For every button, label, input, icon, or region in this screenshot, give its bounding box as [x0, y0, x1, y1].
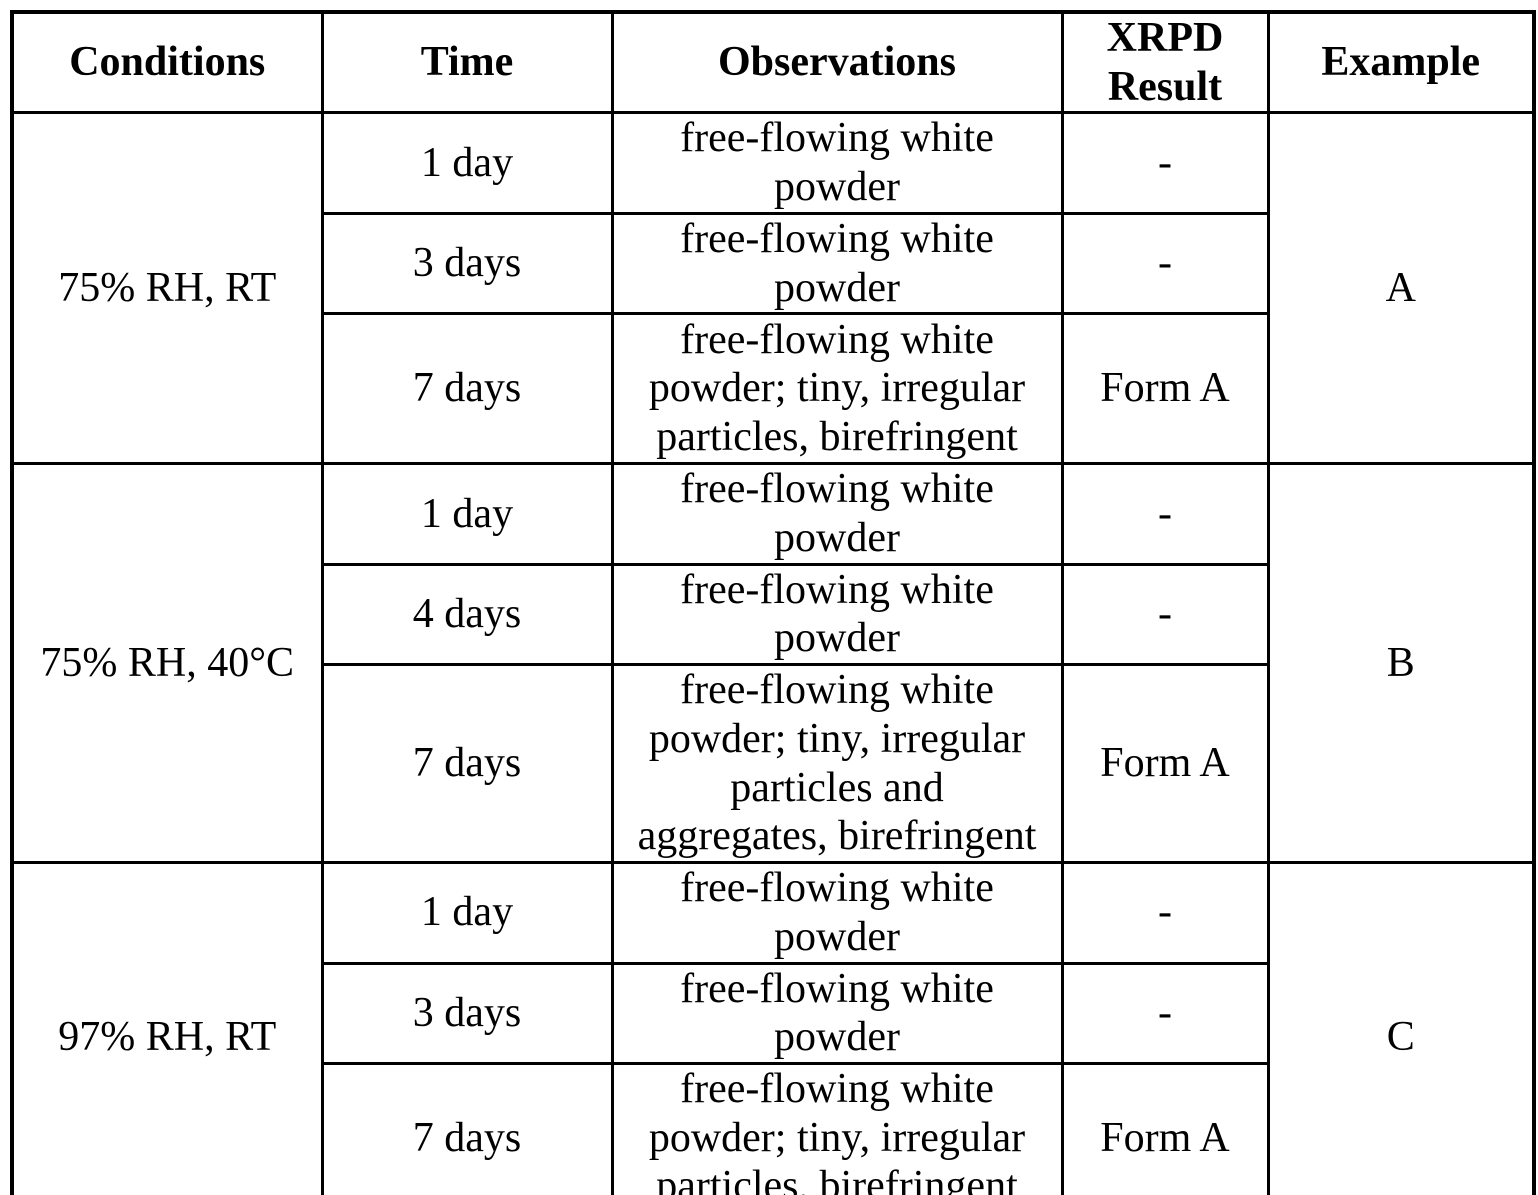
example-cell-group-b: B [1266, 462, 1536, 865]
xrpd-result-cell: Form A [1060, 312, 1270, 466]
observations-cell: free-flowing white powder [610, 861, 1064, 965]
table-row: 3 days free-flowing white powder - [12, 961, 1534, 1065]
observations-text: free-flowing white powder [680, 566, 994, 662]
example-cell-group-a: A [1266, 111, 1536, 466]
xrpd-result-cell: - [1060, 211, 1270, 316]
observations-text: free-flowing white powder; tiny, irregul… [637, 667, 1037, 860]
table-row: 75% RH, 40°C 1 day free-flowing white po… [10, 462, 1536, 865]
observations-text: free-flowing white powder [680, 965, 994, 1061]
conditions-cell-group-c: 97% RH, RT [10, 861, 324, 1195]
observations-cell: free-flowing white powder [610, 562, 1064, 667]
column-header-time: Time [320, 10, 614, 115]
example-cell-group-c: C [1266, 861, 1536, 1195]
column-header-observations: Observations [610, 10, 1064, 115]
table-row: 75% RH, RT 1 day free-flowing white powd… [10, 111, 1536, 466]
time-cell: 7 days [320, 663, 614, 865]
table-row: 3 days free-flowing white powder - [12, 211, 1534, 316]
observations-cell: free-flowing white powder; tiny, irregul… [610, 1061, 1064, 1195]
xrpd-result-cell: Form A [1060, 663, 1270, 865]
conditions-cell-group-a: 75% RH, RT [10, 111, 324, 466]
table-row: 7 days free-flowing white powder; tiny, … [12, 312, 1534, 466]
observations-cell: free-flowing white powder [610, 462, 1064, 566]
table-row: 7 days free-flowing white powder; tiny, … [12, 1061, 1534, 1195]
observations-cell: free-flowing white powder [610, 961, 1064, 1065]
observations-text: free-flowing white powder; tiny, irregul… [648, 1065, 1026, 1195]
observations-text: free-flowing white powder [680, 115, 994, 211]
observations-cell: free-flowing white powder [610, 211, 1064, 316]
stability-study-table: Conditions Time Observations XRPD Result… [10, 10, 1536, 1195]
time-cell: 1 day [320, 462, 614, 566]
xrpd-result-cell: - [1060, 462, 1270, 566]
header-row: Conditions Time Observations XRPD Result… [10, 10, 1536, 115]
observations-cell: free-flowing white powder; tiny, irregul… [610, 312, 1064, 466]
column-header-example: Example [1266, 10, 1536, 115]
time-cell: 1 day [320, 861, 614, 965]
observations-text: free-flowing white powder [680, 865, 994, 960]
observations-cell: free-flowing white powder; tiny, irregul… [610, 663, 1064, 865]
xrpd-result-cell: Form A [1060, 1061, 1270, 1195]
table-row: 7 days free-flowing white powder; tiny, … [12, 663, 1534, 865]
time-cell: 7 days [320, 312, 614, 466]
table-row: 4 days free-flowing white powder - [12, 562, 1534, 667]
time-cell: 1 day [320, 111, 614, 215]
time-cell: 7 days [320, 1061, 614, 1195]
column-header-xrpd-result: XRPD Result [1060, 10, 1270, 115]
time-cell: 4 days [320, 562, 614, 667]
xrpd-result-cell: - [1060, 562, 1270, 667]
observations-text: free-flowing white powder [680, 466, 994, 562]
xrpd-result-cell: - [1060, 961, 1270, 1065]
xrpd-result-cell: - [1060, 861, 1270, 965]
table-row: 97% RH, RT 1 day free-flowing white powd… [10, 861, 1536, 1195]
observations-text: free-flowing white powder; tiny, irregul… [648, 316, 1026, 461]
conditions-cell-group-b: 75% RH, 40°C [10, 462, 324, 865]
time-cell: 3 days [320, 961, 614, 1065]
observations-cell: free-flowing white powder [610, 111, 1064, 215]
time-cell: 3 days [320, 211, 614, 316]
observations-text: free-flowing white powder [680, 215, 994, 311]
column-header-conditions: Conditions [10, 10, 324, 115]
xrpd-result-cell: - [1060, 111, 1270, 215]
